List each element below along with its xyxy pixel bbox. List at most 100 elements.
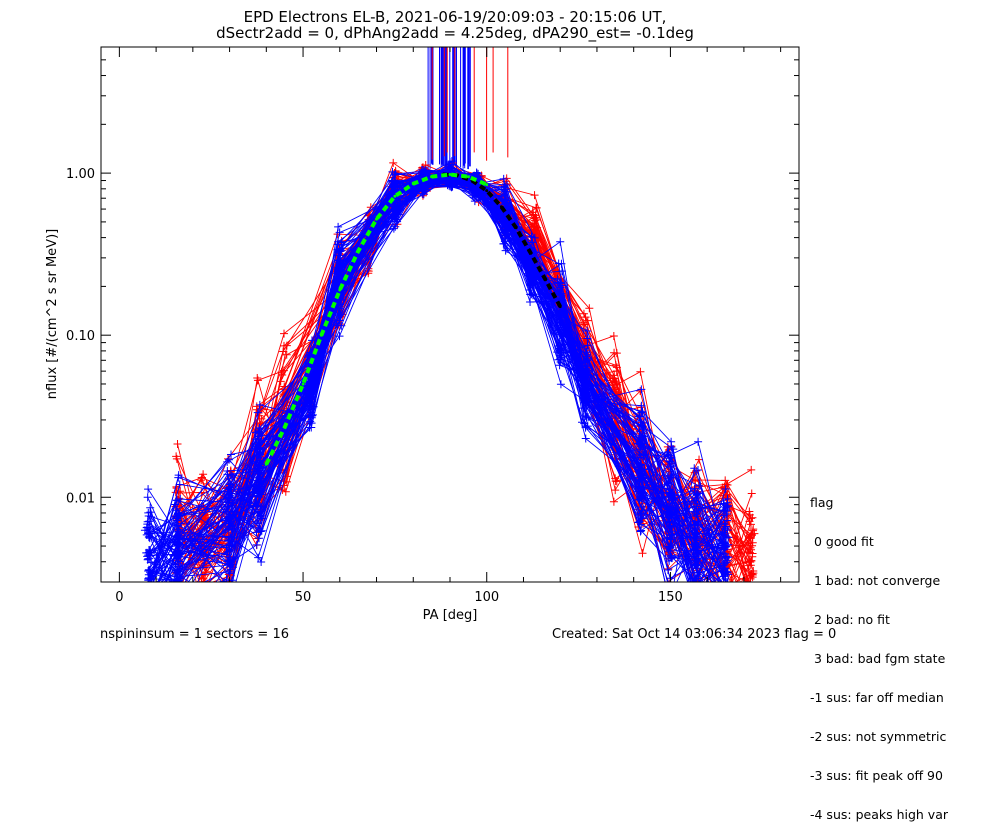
series-0-point: [223, 457, 232, 466]
series-0-point: [557, 343, 566, 352]
series-1-point: [748, 597, 756, 605]
series-1-point: [530, 214, 539, 223]
series-1-point: [721, 596, 729, 604]
series-0-point: [719, 499, 728, 508]
series-0-point: [635, 445, 644, 454]
series-0-point: [223, 487, 232, 496]
series-0-point: [692, 583, 700, 591]
chart-title-line-1: EPD Electrons EL-B, 2021-06-19/20:09:03 …: [243, 8, 667, 26]
series-2-fit-point: [356, 249, 360, 253]
series-2-fit-point: [430, 175, 434, 179]
y-tick-label: 0.10: [66, 329, 95, 344]
series-0-point: [582, 378, 591, 387]
series-0-point: [719, 583, 727, 591]
series-1-point: [173, 584, 181, 592]
series-0-curve: [172, 175, 716, 582]
series-1-point: [197, 473, 206, 482]
series-0-point: [224, 494, 233, 503]
series-1-point: [721, 614, 729, 622]
series-0-point: [636, 421, 645, 430]
series-0-point: [668, 608, 676, 616]
series-0-point: [176, 511, 185, 520]
series-1-point: [748, 595, 756, 603]
y-tick-label: 0.01: [66, 491, 95, 506]
series-0-point: [257, 558, 266, 567]
series-0-point: [556, 279, 565, 288]
series-0-point: [223, 466, 232, 475]
series-0-point: [144, 565, 153, 574]
series-0-point: [144, 591, 152, 599]
series-0-point: [333, 297, 342, 306]
series-0-point: [665, 451, 674, 460]
series-0-point: [636, 527, 645, 536]
series-0-point: [636, 513, 645, 522]
series-0-point: [255, 400, 264, 409]
legend-item: -2 sus: not symmetric: [810, 729, 947, 744]
series-0-point: [146, 592, 154, 600]
series-0-point: [335, 268, 344, 277]
series-0-point: [143, 520, 152, 529]
series-1-point: [199, 470, 208, 479]
series-0-point: [582, 348, 591, 357]
series-0-point: [229, 588, 237, 596]
series-0-point: [666, 535, 675, 544]
series-1-point: [720, 484, 729, 493]
series-1-point: [176, 589, 184, 597]
footer-info-left: nspininsum = 1 sectors = 16: [100, 627, 289, 642]
series-1-point: [747, 465, 756, 474]
series-1-point: [609, 331, 618, 340]
series-0-point: [555, 361, 564, 370]
series-1-point: [172, 454, 181, 463]
series-0-point: [666, 542, 675, 551]
legend-item: 2 bad: no fit: [810, 612, 890, 627]
series-1-point: [282, 341, 291, 350]
series-0-point: [691, 597, 699, 605]
series-1-point: [748, 584, 756, 592]
series-0-point: [720, 598, 728, 606]
series-1-point: [744, 603, 752, 611]
series-3-fit-point: [485, 189, 489, 193]
series-0-point: [469, 184, 478, 193]
series-0-point: [525, 265, 534, 274]
series-0-point: [667, 513, 676, 522]
series-0-point: [694, 506, 703, 515]
series-0-point: [721, 543, 730, 552]
series-0-point: [720, 500, 729, 509]
series-0-curve: [150, 179, 724, 582]
series-3-fit-point: [544, 278, 547, 282]
series-2-fit-point: [393, 194, 397, 198]
series-1-point: [579, 318, 588, 327]
series-0-point: [664, 547, 673, 556]
series-0-point: [554, 259, 563, 268]
series-0-curve: [150, 178, 725, 582]
series-0-point: [226, 480, 235, 489]
series-0-point: [690, 588, 698, 596]
series-2-fit-point: [301, 382, 305, 386]
series-0-point: [694, 437, 703, 446]
series-1-point: [636, 387, 645, 396]
series-1-point: [171, 488, 180, 497]
series-0-point: [388, 176, 397, 185]
series-0-point: [176, 495, 185, 504]
series-0-point: [175, 567, 184, 576]
series-0-point: [554, 311, 563, 320]
series-0-point: [720, 520, 729, 529]
series-0-point: [721, 568, 730, 577]
series-0-point: [226, 514, 235, 523]
series-0-point: [556, 293, 565, 302]
series-0-point: [635, 477, 644, 486]
series-0-point: [334, 222, 343, 231]
series-1-point: [691, 584, 699, 592]
series-0-curve: [150, 180, 726, 577]
series-0-point: [175, 480, 184, 489]
series-0-point: [721, 613, 729, 621]
series-0-point: [146, 558, 155, 567]
series-0-point: [254, 553, 263, 562]
series-0-point: [691, 597, 699, 605]
series-0-point: [637, 520, 646, 529]
series-0-point: [224, 589, 232, 597]
series-0-point: [669, 445, 678, 454]
series-0-point: [145, 588, 153, 596]
series-1-point: [282, 350, 291, 359]
series-2-fit-point: [319, 333, 323, 337]
